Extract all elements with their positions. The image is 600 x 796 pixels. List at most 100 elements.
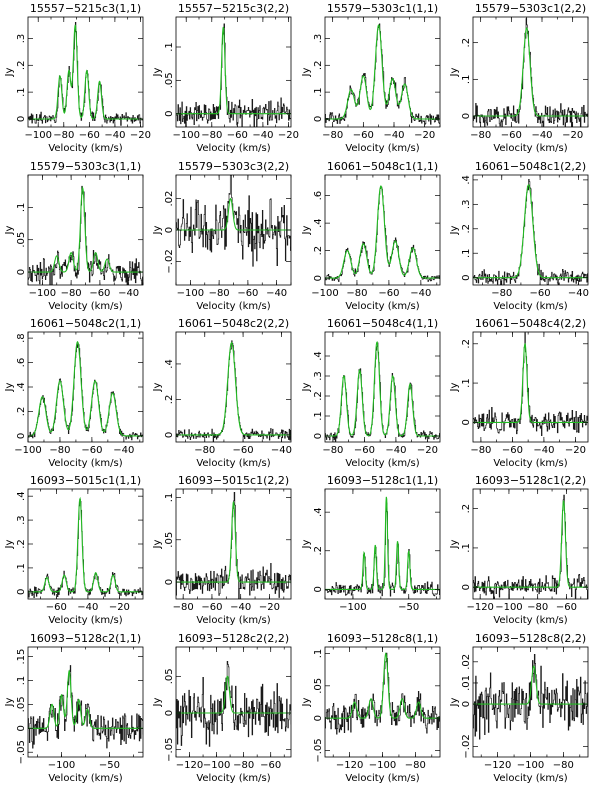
y-tick-label: .05 (16, 696, 27, 712)
y-tick-label: 0 (313, 275, 324, 281)
y-tick-label: .1 (461, 543, 472, 553)
x-tick-label: −60 (233, 445, 254, 456)
x-tick-label: −40 (230, 602, 251, 613)
y-tick-label: .3 (313, 371, 324, 381)
y-tick-label: .4 (16, 491, 27, 501)
x-tick-label: −60 (260, 760, 281, 771)
x-tick-label: −80 (194, 445, 215, 456)
x-tick-label: −100 (203, 760, 230, 771)
y-tick-label: 0 (313, 116, 324, 122)
x-tick-label: −100 (48, 760, 75, 771)
x-tick-label: −40 (533, 445, 554, 456)
x-tick-label: −80 (346, 288, 367, 299)
observed-spectrum (325, 502, 440, 597)
x-axis-label: Velocity (km/s) (196, 143, 270, 154)
y-tick-label: .05 (313, 678, 324, 694)
panel-title: 16093−5128c8(2,2) (475, 632, 586, 645)
x-axis-label: Velocity (km/s) (493, 143, 567, 154)
y-axis-label: Jy (4, 382, 15, 392)
spectrum-panel-16: 16093−5128c1(2,2) −120 −100 −80 −60 0 .1 .2 Jy Ve… (449, 474, 589, 626)
y-axis-label: Jy (152, 382, 163, 392)
y-axis-label: Jy (449, 67, 460, 77)
x-tick-label: −120 (484, 760, 511, 771)
x-tick-label: −100 (172, 130, 199, 141)
y-tick-label: .6 (313, 191, 324, 201)
y-tick-label: .1 (164, 42, 175, 52)
y-tick-label: .1 (164, 493, 175, 503)
panel-title: 16061−5048c4(2,2) (475, 317, 586, 330)
y-tick-label: 0 (16, 116, 27, 122)
y-tick-label: −.02 (461, 734, 472, 758)
y-axis-label: Jy (301, 539, 312, 549)
x-axis-label: Velocity (km/s) (196, 301, 270, 312)
x-axis-label: Velocity (km/s) (48, 143, 122, 154)
y-tick-label: 0 (461, 274, 472, 280)
y-tick-label: −.05 (16, 740, 27, 764)
plot-frame (324, 331, 441, 443)
x-tick-label: −60 (530, 288, 551, 299)
x-tick-label: −40 (271, 445, 292, 456)
y-axis-label: Jy (152, 225, 163, 235)
y-axis-label: Jy (301, 67, 312, 77)
x-tick-label: −100 (495, 602, 522, 613)
x-axis-label: Velocity (km/s) (493, 773, 567, 784)
x-tick-label: −40 (266, 288, 287, 299)
spectrum-panel-17: 16093−5128c2(1,1) −100 −50 −.05 0 .05 .1 .15 Jy V… (4, 632, 144, 784)
panel-title: 16061−5048c2(1,1) (30, 317, 141, 330)
panel-title: 16061−5048c1(2,2) (475, 160, 586, 173)
x-tick-label: −40 (113, 445, 134, 456)
y-tick-label: .2 (164, 395, 175, 405)
panel-title: 15557−5215c3(2,2) (178, 2, 289, 15)
x-tick-label: −60 (201, 602, 222, 613)
y-tick-label: .02 (461, 654, 472, 670)
model-fit-line (28, 340, 143, 437)
panel-title: 16061−5048c2(2,2) (178, 317, 289, 330)
x-axis-label: Velocity (km/s) (493, 615, 567, 626)
y-tick-label: .2 (16, 407, 27, 417)
y-tick-label: .4 (461, 175, 472, 185)
panel-title: 15579−5303c1(1,1) (327, 2, 438, 15)
y-tick-label: 0 (164, 227, 175, 233)
spectrum-panel-4: 15579−5303c1(2,2) −80 −60 −40 −20 0 .1 .2 Jy Velo… (449, 2, 589, 154)
x-tick-label: −20 (414, 130, 435, 141)
x-axis-label: Velocity (km/s) (48, 301, 122, 312)
observed-spectrum (473, 654, 588, 740)
x-tick-label: −120 (176, 760, 203, 771)
x-tick-label: −120 (336, 760, 363, 771)
x-tick-label: −20 (417, 445, 438, 456)
x-tick-label: −60 (81, 445, 102, 456)
model-fit-line (473, 184, 588, 279)
y-tick-label: .1 (16, 203, 27, 213)
panel-title: 16093−5128c8(1,1) (327, 632, 438, 645)
y-axis-label: Jy (152, 539, 163, 549)
x-tick-label: −80 (527, 602, 548, 613)
spectrum-panel-2: 15557−5215c3(2,2) −100 −80 −60 −40 −20 0 .05 .1 J… (152, 2, 299, 154)
spectrum-panel-1: 15557−5215c3(1,1) −100 −80 −60 −40 −20 0 .1 .2 .3… (4, 2, 151, 154)
y-tick-label: 0 (164, 110, 175, 116)
y-tick-label: .4 (164, 359, 175, 369)
x-tick-label: −50 (99, 760, 120, 771)
model-fit-line (176, 675, 291, 714)
observed-spectrum (176, 492, 291, 599)
x-tick-label: −100 (311, 288, 338, 299)
y-tick-label: .4 (16, 382, 27, 392)
plot-frame (472, 16, 589, 128)
y-tick-label: .2 (461, 224, 472, 234)
x-tick-label: −100 (517, 760, 544, 771)
spectrum-panel-13: 16093−5015c1(1,1) −60 −40 −20 0 .1 .2 .3 .4 Jy Vel… (4, 474, 144, 626)
x-axis-label: Velocity (km/s) (345, 143, 419, 154)
y-tick-label: .05 (164, 72, 175, 88)
y-tick-label: .05 (16, 232, 27, 248)
y-tick-label: 0 (313, 586, 324, 592)
y-tick-label: .05 (164, 668, 175, 684)
x-tick-label: −100 (339, 602, 366, 613)
x-tick-label: −80 (49, 445, 70, 456)
spectrum-panel-8: 16061−5048c1(2,2) −80 −60 −40 0 .1 .2 .3 .4 Jy Vel… (449, 160, 589, 312)
y-axis-label: Jy (301, 697, 312, 707)
spectrum-panel-20: 16093−5128c8(2,2) −120 −100 −80 −.02 0 .01 .02 J… (449, 632, 589, 784)
panel-title: 15579−5303c3(1,1) (30, 160, 141, 173)
x-axis-label: Velocity (km/s) (48, 615, 122, 626)
x-tick-label: −50 (398, 602, 419, 613)
y-tick-label: −.05 (313, 738, 324, 762)
